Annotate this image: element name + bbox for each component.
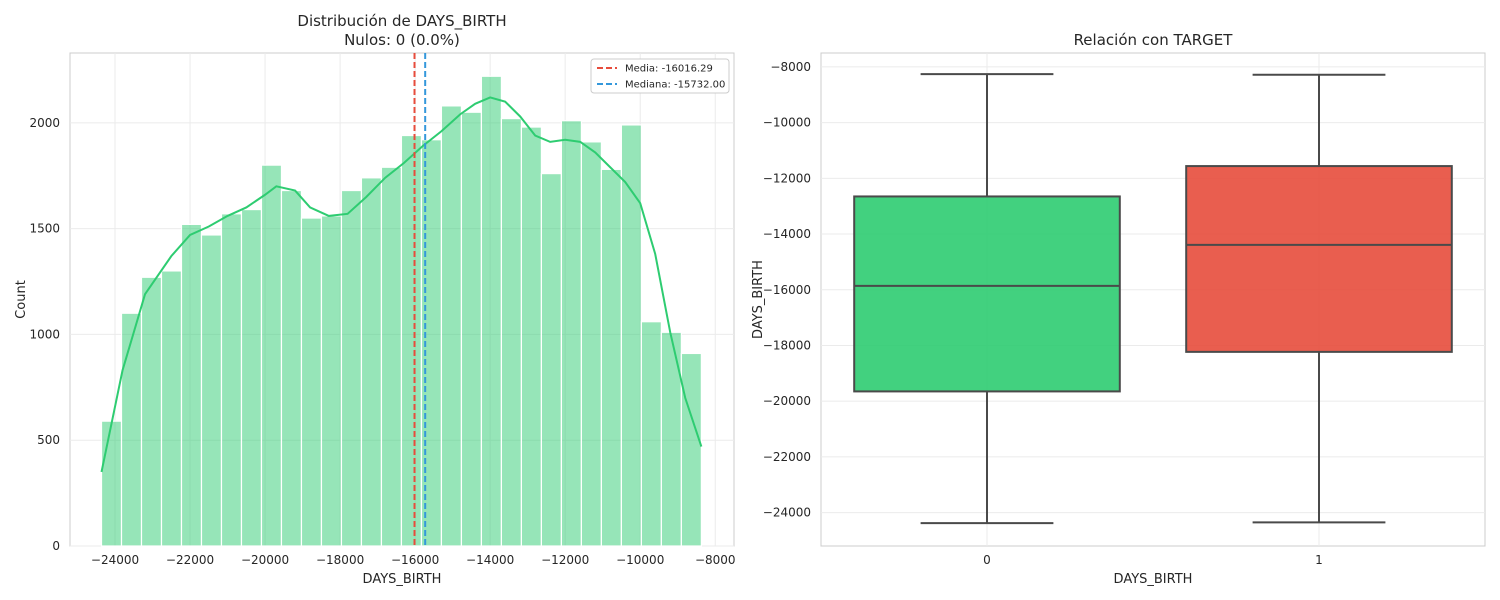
histogram-bar bbox=[200, 234, 223, 547]
histogram-x-tick-label: −20000 bbox=[241, 553, 289, 567]
histogram-x-axis-label: DAYS_BIRTH bbox=[363, 572, 442, 587]
histogram-x-ticks: −24000 −22000 −20000 −18000 −16000 −14000 −120… bbox=[91, 553, 736, 567]
histogram-bar bbox=[140, 276, 163, 547]
legend-mean-label: Media: -16016.29 bbox=[625, 64, 713, 75]
box-group-1 bbox=[1185, 73, 1453, 524]
histogram-bar bbox=[460, 111, 483, 547]
histogram-bar bbox=[220, 213, 243, 547]
histogram-bar bbox=[600, 168, 622, 547]
histogram-bar bbox=[640, 321, 662, 547]
histogram-x-tick-label: −22000 bbox=[166, 553, 214, 567]
boxplot-y-tick-label: −20000 bbox=[763, 394, 811, 408]
boxplot-x-tick-label: 0 bbox=[983, 553, 991, 567]
boxplot-x-tick-label: 1 bbox=[1315, 553, 1323, 567]
histogram-bar bbox=[160, 270, 183, 547]
boxplot-y-ticks: −8000 −10000 −12000 −14000 −16000 −18000 −2000… bbox=[763, 60, 811, 520]
histogram-x-tick-label: −24000 bbox=[91, 553, 139, 567]
legend-median-label: Mediana: -15732.00 bbox=[625, 80, 725, 91]
histogram-bar bbox=[560, 120, 582, 547]
histogram-bar bbox=[100, 420, 123, 547]
histogram-bar bbox=[300, 217, 323, 547]
histogram-bar bbox=[400, 134, 423, 547]
histogram-bar bbox=[500, 117, 523, 547]
boxplot-title: Relación con TARGET bbox=[1074, 31, 1234, 49]
histogram-title: Distribución de DAYS_BIRTH bbox=[297, 12, 506, 31]
histogram-bar bbox=[680, 352, 702, 547]
histogram-legend: Media: -16016.29 Mediana: -15732.00 bbox=[590, 58, 730, 94]
boxplot-y-tick-label: −8000 bbox=[770, 60, 811, 74]
histogram-bar bbox=[280, 189, 303, 547]
histogram-y-axis-label: Count bbox=[14, 280, 29, 319]
histogram-bar bbox=[320, 215, 343, 547]
histogram-bars bbox=[100, 75, 702, 547]
boxplot-y-tick-label: −10000 bbox=[763, 116, 811, 130]
histogram-bar bbox=[480, 75, 503, 547]
box-group-0 bbox=[853, 73, 1121, 525]
histogram-x-tick-label: −16000 bbox=[391, 553, 439, 567]
histogram-bar bbox=[240, 208, 263, 547]
histogram-bar bbox=[120, 312, 143, 547]
histogram-panel: −24000 −22000 −20000 −18000 −16000 −14000 −120… bbox=[14, 12, 736, 587]
box-iqr bbox=[853, 195, 1121, 393]
histogram-y-tick-label: 2000 bbox=[29, 116, 60, 130]
histogram-x-tick-label: −10000 bbox=[616, 553, 664, 567]
box-iqr bbox=[1185, 165, 1453, 353]
histogram-bar bbox=[520, 126, 543, 547]
histogram-bar bbox=[540, 173, 562, 547]
histogram-y-tick-label: 1500 bbox=[29, 222, 60, 236]
histogram-bar bbox=[360, 177, 383, 547]
histogram-reference-lines bbox=[413, 53, 427, 546]
boxplot-y-tick-label: −22000 bbox=[763, 450, 811, 464]
boxplot-y-tick-label: −24000 bbox=[763, 506, 811, 520]
boxplot-y-tick-label: −18000 bbox=[763, 338, 811, 352]
histogram-subtitle: Nulos: 0 (0.0%) bbox=[344, 31, 460, 49]
boxplot-y-tick-label: −14000 bbox=[763, 227, 811, 241]
histogram-x-tick-label: −14000 bbox=[466, 553, 514, 567]
histogram-y-ticks: 0 500 1000 1500 2000 bbox=[29, 116, 60, 553]
histogram-x-tick-label: −18000 bbox=[316, 553, 364, 567]
boxplot-y-tick-label: −16000 bbox=[763, 283, 811, 297]
boxplot-y-tick-label: −12000 bbox=[763, 171, 811, 185]
histogram-bar bbox=[440, 105, 463, 547]
histogram-x-tick-label: −8000 bbox=[695, 553, 736, 567]
histogram-y-tick-label: 500 bbox=[37, 433, 60, 447]
histogram-x-tick-label: −12000 bbox=[541, 553, 589, 567]
histogram-y-tick-label: 0 bbox=[52, 539, 60, 553]
histogram-bar bbox=[620, 124, 642, 547]
histogram-bar bbox=[180, 223, 203, 547]
boxplot-boxes bbox=[853, 73, 1453, 525]
histogram-y-tick-label: 1000 bbox=[29, 327, 60, 341]
legend-box bbox=[590, 58, 730, 94]
histogram-bar bbox=[260, 164, 283, 547]
histogram-kde-line bbox=[100, 96, 703, 473]
boxplot-y-axis-label: DAYS_BIRTH bbox=[751, 260, 766, 339]
histogram-bar bbox=[380, 166, 403, 547]
histogram-bar bbox=[340, 189, 363, 547]
histogram-bar bbox=[580, 141, 602, 547]
boxplot-x-axis-label: DAYS_BIRTH bbox=[1114, 572, 1193, 587]
